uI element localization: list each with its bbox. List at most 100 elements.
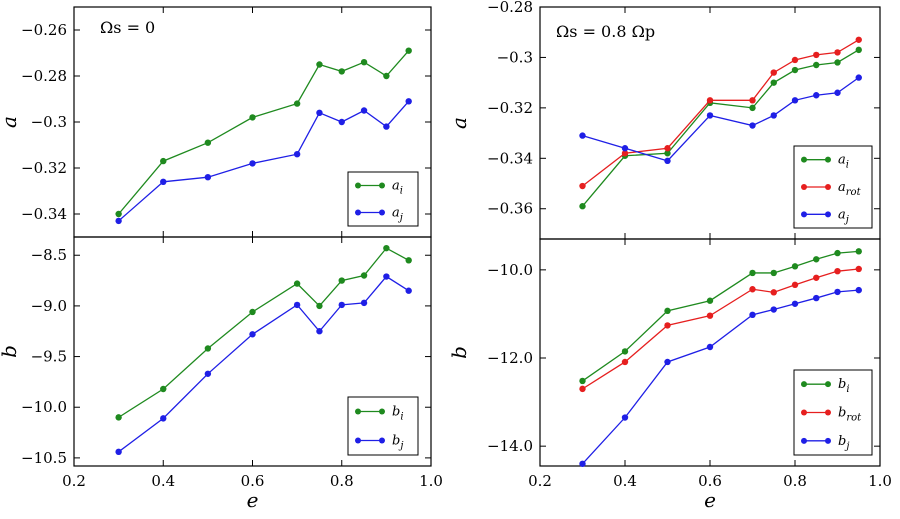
data-point-a_i (791, 66, 799, 74)
panel-annotation: Ωs = 0.8 Ωp (556, 22, 655, 41)
data-point-b_j (360, 299, 368, 307)
data-point-a_j (249, 160, 256, 167)
y-tick-label: −0.32 (487, 99, 533, 117)
data-point-b_i (249, 308, 256, 316)
data-point-a_i (160, 157, 167, 165)
data-point-b_rot (834, 267, 841, 275)
legend-label-a_i: ai (838, 153, 849, 171)
series-line-b_rot (582, 268, 859, 390)
data-point-a_j (115, 217, 122, 225)
data-point-a_rot (579, 182, 586, 190)
data-point-a_rot (770, 69, 777, 76)
data-point-b_j (204, 370, 212, 377)
y-tick-label: −0.34 (487, 149, 533, 167)
legend-label-b_j: bj (838, 434, 849, 452)
y-tick-label: −10.0 (21, 398, 67, 416)
data-point-b_i (115, 414, 122, 421)
data-point-a_j (664, 157, 671, 165)
legend-label-a_i: ai (392, 179, 403, 197)
y-axis-label: a (0, 116, 21, 128)
legend-marker (801, 156, 807, 163)
data-point-b_i (791, 263, 799, 270)
legend-label-main: b (838, 377, 846, 392)
legend-label-main: b (838, 434, 846, 449)
data-point-b_j (855, 286, 862, 294)
data-point-b_j (834, 288, 841, 296)
data-point-a_rot (813, 51, 820, 59)
y-tick-label: −0.36 (487, 200, 533, 218)
data-point-a_rot (855, 36, 862, 43)
legend-marker (355, 437, 361, 444)
legend-label-main: a (392, 179, 400, 194)
data-point-a_j (293, 151, 301, 158)
legend-box (347, 396, 419, 456)
legend-marker (801, 381, 807, 388)
y-tick-label: −8.5 (31, 246, 67, 264)
legend-label-sub: j (398, 441, 403, 452)
series-line-a_j (582, 77, 860, 162)
data-point-b_i (579, 377, 586, 385)
data-point-a_i (770, 79, 777, 86)
legend-label-sub: i (846, 160, 849, 171)
x-tick-label: 0.2 (528, 472, 552, 490)
x-tick-label: 0.8 (783, 472, 807, 490)
legend-marker (825, 211, 831, 218)
y-tick-label: −0.3 (31, 113, 67, 131)
data-point-a_i (834, 59, 841, 66)
x-axis-label: e (247, 488, 259, 512)
data-point-b_i (360, 272, 368, 279)
data-point-b_i (383, 244, 390, 252)
data-point-a_j (360, 107, 368, 114)
data-point-a_rot (749, 97, 756, 104)
legend-label-a_j: aj (392, 206, 403, 224)
data-point-a_rot (834, 49, 841, 56)
legend-label-a_rot: arot (838, 180, 862, 198)
data-point-a_i (360, 59, 368, 66)
data-point-a_i (316, 61, 323, 68)
data-point-a_i (293, 100, 301, 107)
y-axis-label: b (447, 346, 471, 359)
legend-marker (801, 437, 807, 444)
data-point-a_i (664, 150, 671, 157)
legend-label-b_i: bi (838, 377, 850, 395)
series-line-a_j (118, 100, 410, 222)
legend-label-main: b (838, 406, 846, 421)
series-line-a_i (118, 50, 410, 215)
data-point-b_rot (664, 322, 671, 329)
panel-annotation: Ωs = 0 (100, 18, 155, 37)
data-point-b_i (770, 269, 777, 277)
x-tick-label: 0.8 (330, 472, 354, 490)
data-point-a_rot (791, 56, 799, 64)
data-point-b_i (405, 257, 412, 264)
legend-marker (379, 209, 385, 216)
y-tick-label: −10.5 (21, 449, 67, 467)
data-point-b_j (621, 414, 629, 421)
data-point-a_j (621, 145, 629, 152)
legend-label-b_rot: brot (838, 406, 862, 424)
data-point-a_i (338, 68, 345, 75)
data-point-b_j (749, 311, 756, 319)
y-tick-label: −0.28 (21, 67, 67, 85)
data-point-b_j (249, 331, 256, 338)
legend-label-sub: rot (846, 187, 862, 198)
data-point-a_j (855, 74, 862, 81)
data-point-b_i (749, 269, 756, 277)
data-point-b_j (383, 273, 390, 280)
legend-marker (825, 409, 831, 416)
y-tick-label: −9.0 (31, 297, 67, 315)
y-tick-label: −14.0 (487, 437, 533, 455)
data-point-b_j (160, 415, 167, 422)
legend-marker (825, 156, 831, 163)
legend-label-b_i: bi (392, 405, 404, 423)
series-line-b_i (582, 250, 859, 382)
data-point-b_rot (813, 274, 820, 281)
x-tick-label: 0.2 (62, 472, 86, 490)
series-line-b_j (118, 275, 410, 453)
data-point-a_i (405, 47, 412, 54)
